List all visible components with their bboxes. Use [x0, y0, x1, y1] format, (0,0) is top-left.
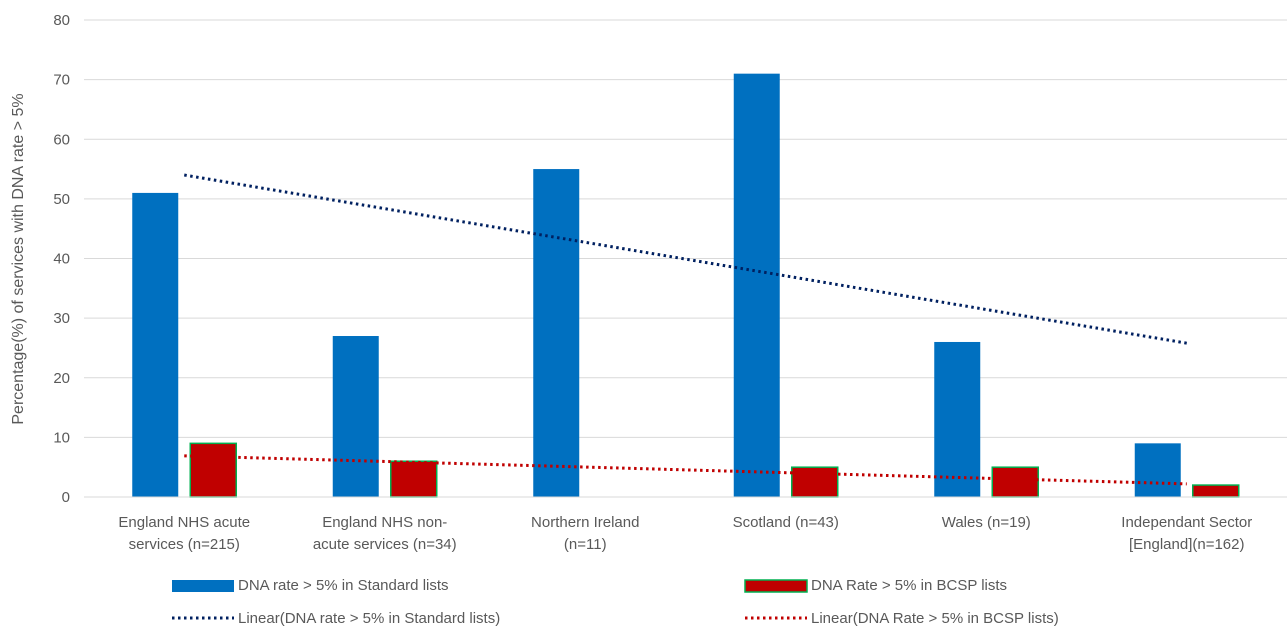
legend: DNA rate > 5% in Standard lists DNA Rate … — [172, 577, 1059, 627]
category-label-line: [England](n=162) — [1129, 536, 1245, 553]
legend-item-bcsp: DNA Rate > 5% in BCSP lists — [744, 577, 1007, 594]
legend-item-trend-standard: Linear(DNA rate > 5% in Standard lists) — [172, 610, 500, 627]
category-label-line: acute services (n=34) — [313, 536, 457, 553]
category-label: Northern Ireland (n=11) — [531, 514, 639, 553]
category-label-line: services (n=215) — [129, 536, 240, 553]
y-tick-label: 20 — [53, 370, 70, 387]
legend-label: Linear(DNA Rate > 5% in BCSP lists) — [811, 610, 1059, 627]
y-tick-label: 80 — [53, 12, 70, 29]
trendline-bcsp — [184, 454, 1187, 486]
category-label: Wales (n=19) — [942, 514, 1031, 531]
y-axis-ticks: 0 10 20 30 40 50 60 70 80 — [53, 12, 70, 506]
y-axis-label: Percentage(%) of services with DNA rate … — [10, 93, 27, 424]
y-tick-label: 30 — [53, 310, 70, 327]
y-tick-label: 0 — [62, 489, 70, 506]
category-label-line: Scotland (n=43) — [733, 514, 839, 531]
category-label: England NHS non-acute services (n=34) — [313, 514, 457, 553]
category-label-line: Wales (n=19) — [942, 514, 1031, 531]
y-tick-label: 40 — [53, 251, 70, 268]
category-label-line: (n=11) — [564, 536, 607, 553]
y-tick-label: 70 — [53, 72, 70, 89]
bar-bcsp-4 — [991, 466, 1039, 498]
legend-item-standard: DNA rate > 5% in Standard lists — [172, 577, 449, 594]
y-tick-label: 10 — [53, 429, 70, 446]
category-label: Scotland (n=43) — [733, 514, 839, 531]
trendlines — [184, 173, 1187, 486]
gridlines — [84, 19, 1287, 438]
bar-standard-2 — [533, 169, 580, 497]
bar-standard-4 — [934, 341, 981, 497]
y-tick-label: 50 — [53, 191, 70, 208]
bar-bcsp-1 — [390, 460, 438, 498]
bar-bcsp-0 — [189, 442, 237, 498]
legend-swatch — [172, 580, 234, 592]
trendline-standard — [184, 173, 1187, 345]
legend-label: DNA Rate > 5% in BCSP lists — [811, 577, 1007, 594]
bar-bcsp-5 — [1192, 484, 1240, 498]
category-label-line: Independant Sector — [1121, 514, 1252, 531]
category-label-line: England NHS acute — [118, 514, 250, 531]
legend-label: Linear(DNA rate > 5% in Standard lists) — [238, 610, 500, 627]
legend-swatch — [744, 579, 808, 593]
legend-label: DNA rate > 5% in Standard lists — [238, 577, 449, 594]
bar-standard-1 — [332, 336, 379, 497]
bar-standard-0 — [132, 192, 179, 497]
bar-standard-5 — [1134, 443, 1181, 497]
bar-bcsp-3 — [791, 466, 839, 498]
category-labels: England NHS acute services (n=215)England… — [118, 514, 1252, 553]
category-label-line: England NHS non- — [322, 514, 447, 531]
y-tick-label: 60 — [53, 131, 70, 148]
legend-item-trend-bcsp: Linear(DNA Rate > 5% in BCSP lists) — [745, 610, 1059, 627]
category-label: England NHS acute services (n=215) — [118, 514, 250, 553]
category-label-line: Northern Ireland — [531, 514, 639, 531]
category-label: Independant Sector [England](n=162) — [1121, 514, 1252, 553]
bars — [132, 73, 1240, 498]
bar-standard-3 — [733, 73, 780, 497]
